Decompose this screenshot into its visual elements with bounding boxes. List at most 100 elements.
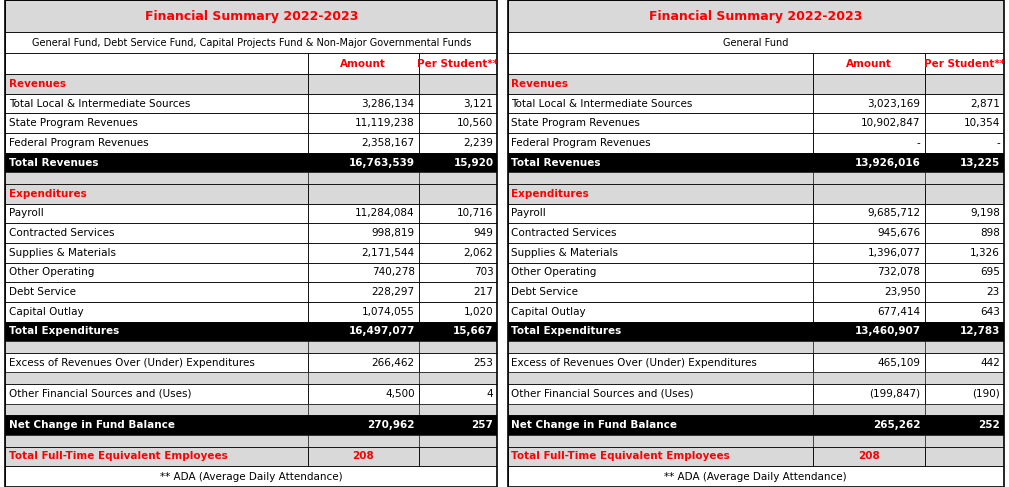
Bar [924,282,1004,302]
Bar [5,353,308,373]
Text: General Fund: General Fund [723,38,788,48]
Bar [508,74,813,94]
Text: Capital Outlay: Capital Outlay [512,307,586,317]
Text: 16,763,539: 16,763,539 [349,157,415,168]
Bar [5,223,308,243]
Bar [813,302,924,321]
Text: Amount: Amount [340,58,386,69]
Text: 257: 257 [471,420,493,430]
Text: 949: 949 [473,228,493,238]
Bar [813,447,924,466]
Text: Federal Program Revenues: Federal Program Revenues [9,138,148,148]
Text: 1,326: 1,326 [970,248,1000,258]
Bar [419,282,497,302]
Bar [508,0,1004,33]
Text: 13,926,016: 13,926,016 [855,157,920,168]
Text: 9,685,712: 9,685,712 [868,208,920,219]
Bar [5,341,308,353]
Text: Supplies & Materials: Supplies & Materials [512,248,619,258]
Bar [419,204,497,223]
Bar [924,223,1004,243]
Bar [308,172,419,184]
Bar [924,384,1004,404]
Bar [308,53,419,74]
Bar [813,353,924,373]
Bar [308,113,419,133]
Bar [813,341,924,353]
Text: Payroll: Payroll [9,208,43,219]
Bar [813,282,924,302]
Text: Contracted Services: Contracted Services [512,228,616,238]
Text: Total Full-Time Equivalent Employees: Total Full-Time Equivalent Employees [512,451,731,461]
Bar [5,243,308,262]
Bar [5,53,308,74]
Text: Excess of Revenues Over (Under) Expenditures: Excess of Revenues Over (Under) Expendit… [9,357,255,368]
Bar [419,373,497,384]
Bar [924,321,1004,341]
Bar [508,204,813,223]
Text: 9,198: 9,198 [970,208,1000,219]
Bar [5,435,308,447]
Bar [924,53,1004,74]
Text: 208: 208 [352,451,374,461]
Bar [924,153,1004,172]
Text: General Fund, Debt Service Fund, Capital Projects Fund & Non-Major Governmental : General Fund, Debt Service Fund, Capital… [31,38,471,48]
Text: -: - [917,138,920,148]
Bar [508,404,813,415]
Text: (190): (190) [973,389,1000,399]
Bar [813,262,924,282]
Bar [308,243,419,262]
Text: Net Change in Fund Balance: Net Change in Fund Balance [9,420,175,430]
Bar [924,113,1004,133]
Text: Financial Summary 2022-2023: Financial Summary 2022-2023 [649,10,863,23]
Bar [924,94,1004,113]
Bar [419,321,497,341]
Bar [508,466,1004,487]
Bar [5,373,308,384]
Bar [5,153,308,172]
Bar [419,172,497,184]
Text: 228,297: 228,297 [371,287,415,297]
Text: Total Expenditures: Total Expenditures [9,326,119,337]
Text: Other Operating: Other Operating [512,267,597,278]
Bar [924,184,1004,204]
Text: Expenditures: Expenditures [512,189,589,199]
Text: Total Revenues: Total Revenues [9,157,99,168]
Text: 898: 898 [980,228,1000,238]
Text: 1,396,077: 1,396,077 [868,248,920,258]
Bar [5,404,308,415]
Text: 16,497,077: 16,497,077 [348,326,415,337]
Bar [419,302,497,321]
Text: 10,902,847: 10,902,847 [861,118,920,128]
Bar [508,243,813,262]
Bar [508,223,813,243]
Bar [308,341,419,353]
Bar [924,302,1004,321]
Text: 465,109: 465,109 [878,357,920,368]
Bar [419,447,497,466]
Text: 3,121: 3,121 [463,98,493,109]
Text: 13,460,907: 13,460,907 [855,326,920,337]
Text: 1,020: 1,020 [464,307,493,317]
Bar [508,341,813,353]
Bar [508,53,813,74]
Text: Other Operating: Other Operating [9,267,95,278]
Text: Expenditures: Expenditures [9,189,87,199]
Bar [508,435,813,447]
Text: 10,716: 10,716 [457,208,493,219]
Bar [813,204,924,223]
Bar [813,153,924,172]
Text: 4,500: 4,500 [385,389,415,399]
Bar [419,223,497,243]
Text: ** ADA (Average Daily Attendance): ** ADA (Average Daily Attendance) [665,471,847,482]
Bar [508,373,813,384]
Text: 23,950: 23,950 [884,287,920,297]
Text: 732,078: 732,078 [878,267,920,278]
Text: 3,286,134: 3,286,134 [361,98,415,109]
Text: 266,462: 266,462 [371,357,415,368]
Text: 1,074,055: 1,074,055 [362,307,415,317]
Bar [508,153,813,172]
Bar [308,133,419,153]
Text: Debt Service: Debt Service [512,287,578,297]
Bar [924,204,1004,223]
